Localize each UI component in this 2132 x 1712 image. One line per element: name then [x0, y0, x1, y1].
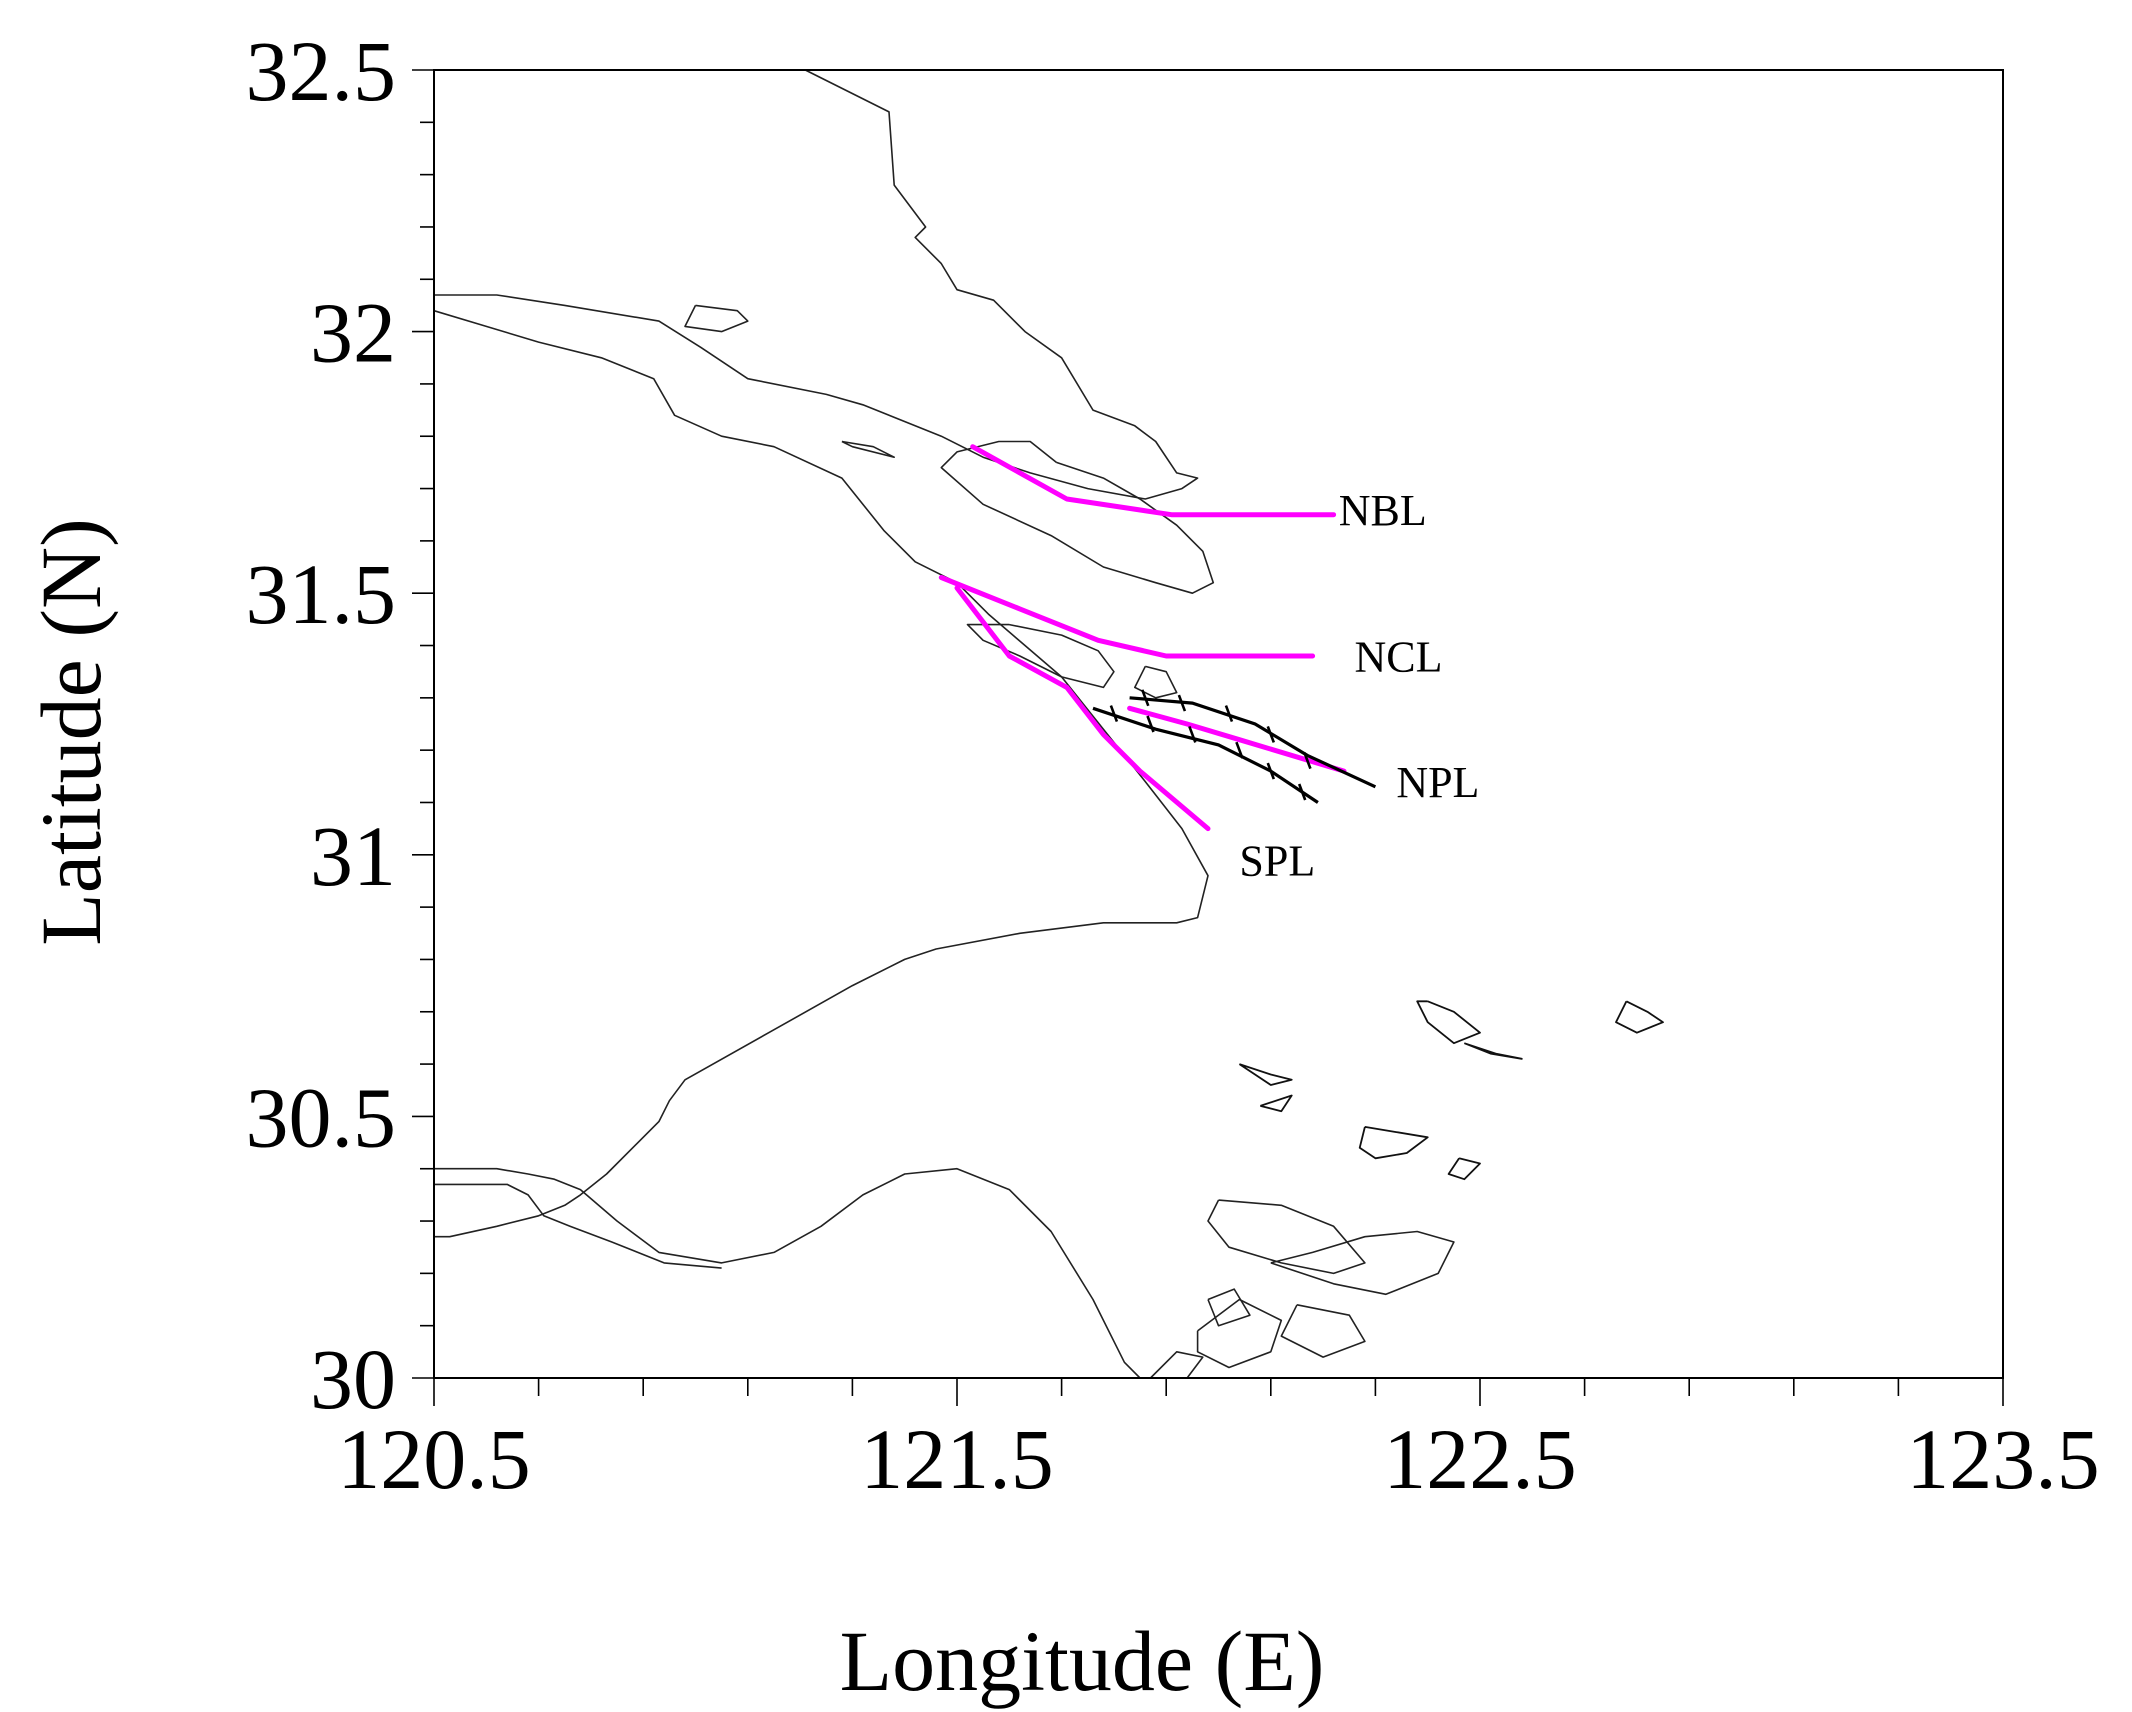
x-tick-label: 120.5	[337, 1411, 531, 1507]
x-tick-label: 122.5	[1383, 1411, 1577, 1507]
channel-tick	[1146, 715, 1155, 733]
y-axis-label: Latitude (N)	[23, 518, 119, 945]
island-3	[1238, 1063, 1293, 1086]
axis-frame	[412, 69, 2004, 1406]
transect-label-ncl: NCL	[1354, 633, 1442, 682]
coastline-9	[1207, 1199, 1366, 1275]
transect-nbl	[970, 444, 1337, 518]
transect-label-spl: SPL	[1239, 837, 1315, 886]
channel-tick	[1266, 762, 1276, 780]
transect-npl	[1127, 705, 1347, 774]
plot-frame	[433, 69, 2004, 1379]
transect-label-nbl: NBL	[1339, 486, 1427, 535]
coastline-13	[1280, 1304, 1366, 1358]
coastline-6	[434, 1183, 722, 1269]
island-1	[1463, 1042, 1523, 1060]
transect-spl	[954, 585, 1211, 832]
coastline-12	[1149, 1351, 1204, 1379]
y-tick-label: 31	[310, 808, 396, 904]
x-tick-label: 123.5	[1906, 1411, 2100, 1507]
channel-tick	[1141, 689, 1150, 707]
y-tick-label: 31.5	[246, 546, 397, 642]
channel-tick	[1224, 705, 1234, 722]
x-axis-label: Longitude (E)	[840, 1613, 1325, 1709]
coastline-5	[1134, 665, 1178, 699]
channel-tick	[1266, 726, 1276, 743]
channel-tick	[1297, 783, 1307, 801]
island-5	[1358, 1126, 1429, 1160]
transect-label-layer: NBL NCL NPL SPL	[1239, 486, 1479, 886]
coastline-8	[841, 440, 896, 459]
coastline-2	[434, 1167, 1141, 1379]
coastline-3	[940, 440, 1215, 595]
y-tick-label: 30.5	[246, 1069, 397, 1165]
coastline-11	[1196, 1298, 1283, 1369]
coastline-4	[966, 623, 1115, 689]
coastline-10	[1270, 1230, 1455, 1296]
x-tick-label: 121.5	[860, 1411, 1054, 1507]
channel-jetty-layer	[1092, 689, 1377, 804]
coastline-14	[1207, 1288, 1251, 1327]
coastline-layer	[433, 69, 1455, 1379]
channel-south-jetty	[1092, 706, 1319, 804]
channel-tick	[1303, 752, 1312, 770]
y-tick-label: 32	[310, 285, 396, 381]
coastline-1	[433, 309, 1209, 1238]
coastline-0	[434, 69, 1199, 500]
channel-north-jetty	[1129, 696, 1377, 789]
channel-tick	[1177, 694, 1187, 712]
channel-tick	[1109, 705, 1119, 722]
coastline-7	[684, 304, 749, 333]
island-6	[1447, 1157, 1481, 1181]
island-0	[1416, 1000, 1481, 1045]
transect-layer	[938, 444, 1347, 832]
channel-tick	[1188, 726, 1197, 743]
island-4	[1260, 1094, 1293, 1113]
transect-ncl	[938, 575, 1316, 659]
y-tick-label: 30	[310, 1331, 396, 1427]
island-layer	[1238, 1000, 1664, 1181]
island-2	[1615, 1000, 1664, 1034]
transect-label-npl: NPL	[1396, 758, 1479, 807]
channel-tick	[1235, 741, 1244, 759]
tick-label-layer: 120.5 121.5 122.5 123.5 30 30.5 31 31.5 32 32.5	[246, 23, 2100, 1507]
y-tick-label: 32.5	[246, 23, 397, 119]
